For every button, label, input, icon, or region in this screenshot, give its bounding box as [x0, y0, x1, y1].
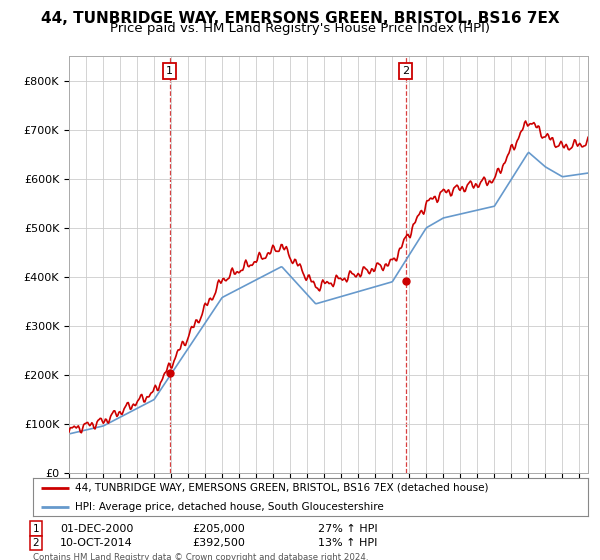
Text: 1: 1	[166, 66, 173, 76]
Text: £205,000: £205,000	[192, 524, 245, 534]
Text: 44, TUNBRIDGE WAY, EMERSONS GREEN, BRISTOL, BS16 7EX: 44, TUNBRIDGE WAY, EMERSONS GREEN, BRIST…	[41, 11, 559, 26]
Text: 1: 1	[32, 524, 40, 534]
Text: HPI: Average price, detached house, South Gloucestershire: HPI: Average price, detached house, Sout…	[74, 502, 383, 512]
Text: 10-OCT-2014: 10-OCT-2014	[60, 538, 133, 548]
Text: Price paid vs. HM Land Registry's House Price Index (HPI): Price paid vs. HM Land Registry's House …	[110, 22, 490, 35]
Text: 44, TUNBRIDGE WAY, EMERSONS GREEN, BRISTOL, BS16 7EX (detached house): 44, TUNBRIDGE WAY, EMERSONS GREEN, BRIST…	[74, 483, 488, 493]
Text: 13% ↑ HPI: 13% ↑ HPI	[318, 538, 377, 548]
Text: 27% ↑ HPI: 27% ↑ HPI	[318, 524, 377, 534]
Text: 01-DEC-2000: 01-DEC-2000	[60, 524, 133, 534]
Text: Contains HM Land Registry data © Crown copyright and database right 2024.: Contains HM Land Registry data © Crown c…	[33, 553, 368, 560]
Text: £392,500: £392,500	[192, 538, 245, 548]
Text: 2: 2	[32, 538, 40, 548]
Text: 2: 2	[402, 66, 409, 76]
